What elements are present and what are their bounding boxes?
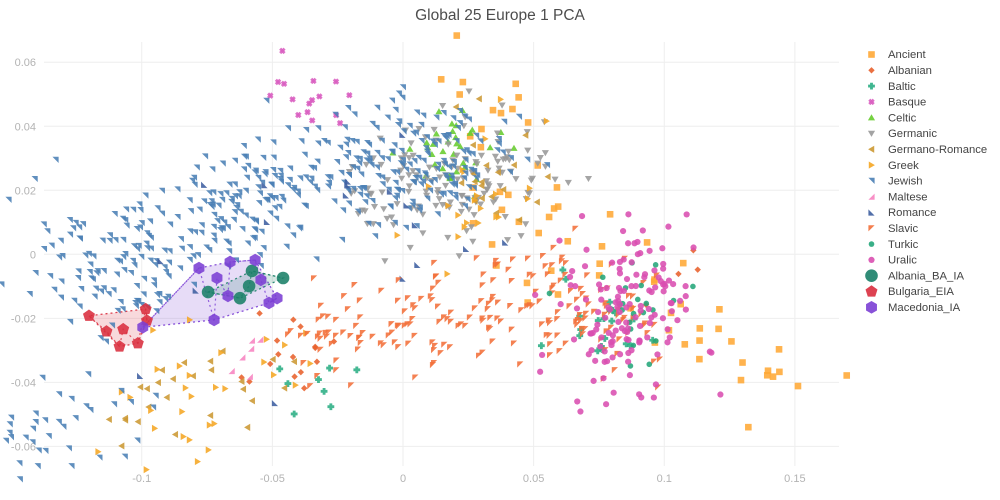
svg-text:Basque: Basque xyxy=(888,97,926,109)
svg-text:Ancient: Ancient xyxy=(888,49,927,61)
svg-text:0: 0 xyxy=(400,473,406,485)
svg-text:0.05: 0.05 xyxy=(523,473,544,485)
svg-text:-0.02: -0.02 xyxy=(11,313,36,325)
svg-text:Baltic: Baltic xyxy=(888,81,916,93)
svg-text:Slavic: Slavic xyxy=(888,223,918,235)
svg-text:Romance: Romance xyxy=(888,207,936,219)
svg-text:Uralic: Uralic xyxy=(888,255,917,267)
svg-text:Albania_BA_IA: Albania_BA_IA xyxy=(888,270,964,282)
svg-text:0.02: 0.02 xyxy=(15,185,36,197)
svg-text:Albanian: Albanian xyxy=(888,65,932,77)
svg-text:-0.1: -0.1 xyxy=(132,473,151,485)
svg-text:Germanic: Germanic xyxy=(888,128,937,140)
svg-text:-0.06: -0.06 xyxy=(11,441,36,453)
svg-text:Celtic: Celtic xyxy=(888,112,917,124)
svg-text:0: 0 xyxy=(30,249,36,261)
svg-text:Germano-Romance: Germano-Romance xyxy=(888,144,987,156)
svg-text:0.15: 0.15 xyxy=(784,473,805,485)
svg-text:Jewish: Jewish xyxy=(888,176,923,188)
svg-text:-0.04: -0.04 xyxy=(11,377,36,389)
svg-text:Maltese: Maltese xyxy=(888,191,928,203)
svg-text:0.1: 0.1 xyxy=(657,473,672,485)
svg-text:-0.05: -0.05 xyxy=(260,473,285,485)
svg-text:0.04: 0.04 xyxy=(15,121,36,133)
svg-text:Bulgaria_EIA: Bulgaria_EIA xyxy=(888,286,954,298)
svg-text:Turkic: Turkic xyxy=(888,239,919,251)
svg-text:Greek: Greek xyxy=(888,160,919,172)
svg-text:Macedonia_IA: Macedonia_IA xyxy=(888,302,961,314)
svg-text:0.06: 0.06 xyxy=(15,57,36,69)
